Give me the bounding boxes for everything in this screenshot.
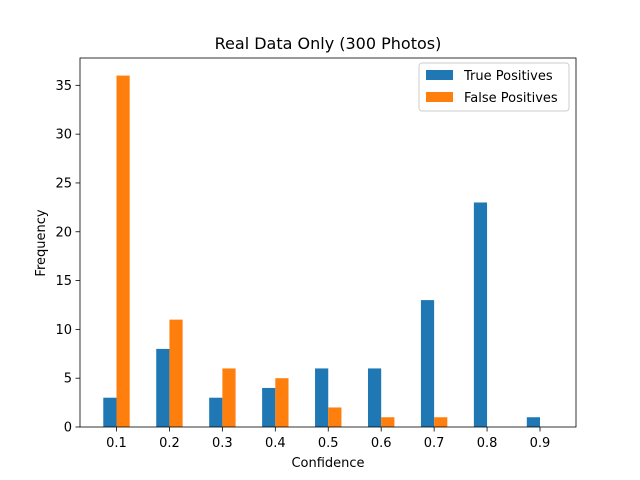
x-tick-label: 0.7: [424, 436, 445, 451]
x-tick-label: 0.1: [106, 436, 127, 451]
bar-true-positives-0.1: [103, 397, 117, 427]
legend-frame: [418, 62, 570, 112]
bar-false-positives-0.6: [381, 417, 395, 427]
x-tick-label: 0.8: [477, 436, 498, 451]
y-tick-label: 5: [64, 372, 72, 387]
x-tick-label: 0.5: [318, 436, 339, 451]
x-tick-label: 0.6: [371, 436, 392, 451]
bar-false-positives-0.5: [328, 407, 342, 427]
bar-false-positives-0.2: [169, 319, 183, 427]
y-tick-label: 20: [55, 225, 72, 240]
y-tick-label: 30: [55, 128, 72, 143]
x-tick-label: 0.2: [159, 436, 180, 451]
y-tick-label: 25: [55, 176, 72, 191]
bar-false-positives-0.4: [275, 378, 289, 427]
bar-true-positives-0.4: [262, 387, 276, 427]
bar-false-positives-0.3: [222, 368, 236, 427]
legend: True Positives False Positives: [418, 62, 570, 112]
x-axis-label: Confidence: [291, 456, 364, 471]
bars-layer: [103, 75, 540, 427]
x-tick-label: 0.9: [530, 436, 551, 451]
bar-true-positives-0.9: [526, 417, 540, 427]
x-tick-label: 0.4: [265, 436, 286, 451]
bar-false-positives-0.1: [116, 75, 130, 427]
y-tick-label: 35: [55, 79, 72, 94]
chart-title: Real Data Only (300 Photos): [215, 34, 442, 53]
bar-true-positives-0.7: [420, 300, 435, 427]
x-axis-ticks: 0.1 0.2 0.3 0.4 0.5 0.6 0.7 0.8 0.9: [106, 427, 550, 451]
y-tick-label: 10: [55, 323, 72, 338]
y-tick-label: 0: [64, 421, 72, 436]
bar-true-positives-0.5: [315, 368, 329, 427]
x-tick-label: 0.3: [212, 436, 233, 451]
y-axis-ticks: 0 5 10 15 20 25 30 35: [55, 79, 80, 436]
legend-swatch-true-positives: [426, 70, 453, 80]
bar-true-positives-0.8: [473, 202, 488, 427]
legend-swatch-false-positives: [426, 92, 453, 102]
bar-true-positives-0.3: [209, 397, 223, 427]
bar-true-positives-0.6: [367, 368, 382, 427]
legend-label-false-positives: False Positives: [464, 91, 558, 106]
legend-label-true-positives: True Positives: [463, 69, 553, 84]
bar-true-positives-0.2: [156, 348, 170, 427]
y-axis-label: Frequency: [34, 209, 49, 276]
bar-false-positives-0.7: [434, 417, 448, 427]
plot-frame: [79, 57, 577, 428]
y-tick-label: 15: [55, 274, 72, 289]
